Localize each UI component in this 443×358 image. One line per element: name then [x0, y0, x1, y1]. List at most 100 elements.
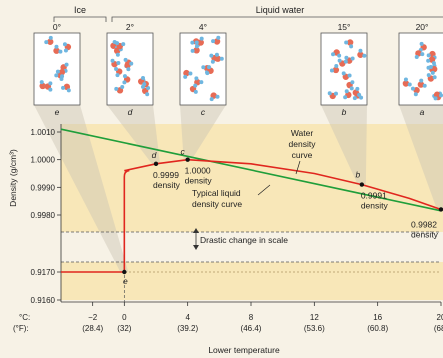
typical-curve-label-line2: density curve	[192, 199, 242, 209]
hydrogen-atom	[333, 91, 338, 96]
hydrogen-atom	[115, 41, 120, 46]
scale-change-label: Drastic change in scale	[200, 235, 288, 245]
hydrogen-atom	[66, 88, 71, 93]
water-density-line	[60, 128, 442, 212]
x-tick-label-celsius: 4	[185, 313, 190, 322]
oxygen-atom	[332, 66, 340, 74]
hydrogen-atom	[343, 59, 348, 64]
zoom-cone	[34, 105, 129, 272]
hydrogen-atom	[201, 65, 206, 70]
y-tick-label: 0.9160	[31, 296, 56, 305]
density-value-label: 1.0000	[185, 166, 211, 176]
hydrogen-atom	[329, 68, 334, 73]
hydrogen-atom	[114, 67, 119, 72]
hydrogen-atom	[54, 73, 59, 78]
hydrogen-atom	[422, 83, 427, 88]
density-word-label: density	[361, 201, 389, 211]
hydrogen-atom	[122, 80, 127, 85]
zoom-cone	[321, 105, 367, 185]
hydrogen-atom	[426, 73, 431, 78]
hydrogen-atom	[199, 36, 204, 41]
ice-bracket	[53, 16, 107, 22]
hydrogen-atom	[141, 75, 146, 80]
hydrogen-atom	[343, 95, 348, 100]
hydrogen-atom	[352, 96, 357, 101]
panel-temperature-label: 20°	[416, 22, 429, 32]
oxygen-atom	[193, 47, 200, 54]
density-value-label: 0.9982	[411, 219, 437, 229]
density-value-label: 0.9991	[361, 191, 387, 201]
hydrogen-atom	[145, 92, 150, 97]
hydrogen-atom	[350, 56, 355, 61]
hydrogen-atom	[350, 80, 355, 85]
hydrogen-atom	[337, 53, 342, 58]
hydrogen-atom	[44, 40, 49, 45]
hydrogen-atom	[193, 89, 198, 94]
density-word-label: density	[411, 229, 439, 239]
oxygen-atom	[413, 87, 420, 94]
hydrogen-atom	[120, 85, 125, 90]
molecule-panels: 0° e 2° d 4° c 15° b 20° a	[33, 22, 443, 117]
hydrogen-atom	[55, 69, 60, 74]
oxygen-atom	[402, 80, 410, 87]
x-unit-celsius: °C:	[19, 313, 30, 322]
zoom-cone	[180, 105, 226, 160]
hydrogen-atom	[123, 57, 128, 62]
x-tick-label-celsius: 20	[437, 313, 443, 322]
oxygen-atom	[346, 39, 354, 46]
hydrogen-atom	[110, 58, 115, 63]
density-value-label: 0.9999	[153, 170, 179, 180]
x-tick-label-fahrenheit: (32)	[117, 324, 132, 333]
panel-temperature-label: 4°	[199, 22, 207, 32]
water-curve-label-line3: curve	[292, 150, 313, 160]
hydrogen-atom	[115, 73, 120, 78]
y-tick-label: 0.9170	[31, 268, 56, 277]
scale-change-arrow-up	[193, 228, 199, 233]
panel-letter: e	[55, 107, 60, 117]
hydrogen-atom	[126, 67, 131, 72]
hydrogen-atom	[205, 71, 210, 76]
hydrogen-atom	[337, 58, 342, 63]
hydrogen-atom	[433, 96, 438, 101]
typical-liquid-density-line	[124, 158, 442, 211]
x-unit-fahrenheit: (°F):	[13, 324, 29, 333]
hydrogen-atom	[146, 86, 151, 91]
density-word-label: density	[153, 180, 181, 190]
hydrogen-atom	[48, 87, 53, 92]
hydrogen-atom	[199, 80, 204, 85]
liquid-bracket	[111, 16, 443, 22]
density-point-marker	[153, 161, 159, 167]
hydrogen-atom	[63, 48, 68, 53]
scale-change-arrow-down	[193, 245, 199, 250]
hydrogen-atom	[426, 58, 431, 63]
hydrogen-atom	[410, 86, 415, 91]
hydrogen-atom	[194, 40, 199, 45]
hydrogen-atom	[349, 86, 354, 91]
hydrogen-atom	[439, 93, 443, 98]
ice-point-marker	[122, 269, 127, 275]
hydrogen-atom	[121, 42, 126, 47]
liquid-water-header: Liquid water	[256, 5, 305, 15]
hydrogen-atom	[430, 70, 435, 75]
oxygen-atom	[124, 62, 131, 69]
hydrogen-atom	[209, 97, 214, 102]
hydrogen-atom	[122, 74, 127, 79]
x-tick-label-fahrenheit: (39.2)	[177, 324, 198, 333]
hydrogen-atom	[358, 48, 363, 53]
hydrogen-atom	[331, 52, 336, 57]
hydrogen-atom	[193, 83, 198, 88]
hydrogen-atom	[142, 82, 147, 87]
oxygen-atom	[213, 38, 221, 45]
ice-header: Ice	[74, 5, 86, 15]
series-layer	[60, 128, 442, 273]
typical-curve-label-line1: Typical liquid	[192, 188, 241, 198]
oxygen-atom	[417, 81, 425, 88]
zoom-cone	[107, 105, 160, 164]
oxygen-atom	[58, 69, 66, 76]
hydrogen-atom	[431, 61, 436, 66]
density-point-letter: d	[152, 150, 157, 160]
panel-letter: d	[128, 107, 133, 117]
hydrogen-atom	[428, 64, 433, 69]
density-point-marker	[438, 207, 443, 212]
hydrogen-atom	[114, 86, 119, 91]
